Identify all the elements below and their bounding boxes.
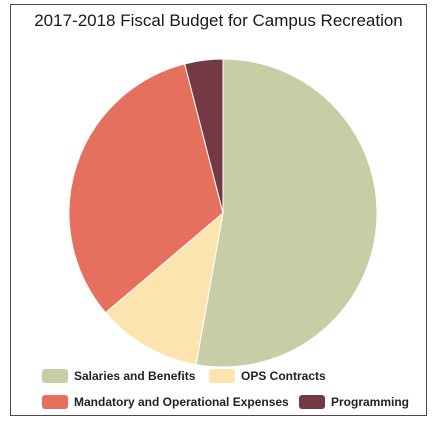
legend-label: Salaries and Benefits [74, 369, 196, 383]
legend: Salaries and Benefits OPS Contracts Mand… [39, 363, 419, 413]
pie-chart [68, 58, 378, 368]
chart-frame: 2017-2018 Fiscal Budget for Campus Recre… [10, 4, 427, 416]
legend-swatch [299, 395, 325, 409]
chart-title: 2017-2018 Fiscal Budget for Campus Recre… [34, 11, 403, 30]
legend-item-mandatory-and-operational-expenses: Mandatory and Operational Expenses [42, 393, 289, 411]
legend-item-salaries-and-benefits: Salaries and Benefits [42, 367, 195, 385]
legend-swatch [42, 395, 68, 409]
legend-label: OPS Contracts [241, 369, 326, 383]
legend-swatch [209, 369, 235, 383]
pie-slice-ops-contracts [104, 211, 224, 366]
pie-slice-salaries-and-benefits [195, 58, 378, 368]
legend-item-ops-contracts: OPS Contracts [209, 367, 326, 385]
pie-slice-programming [184, 58, 224, 214]
legend-label: Programming [331, 395, 410, 409]
legend-item-programming: Programming [299, 393, 409, 411]
legend-label: Mandatory and Operational Expenses [74, 395, 289, 409]
legend-swatch [42, 369, 68, 383]
pie-slice-mandatory-and-operational-expenses [68, 63, 224, 314]
